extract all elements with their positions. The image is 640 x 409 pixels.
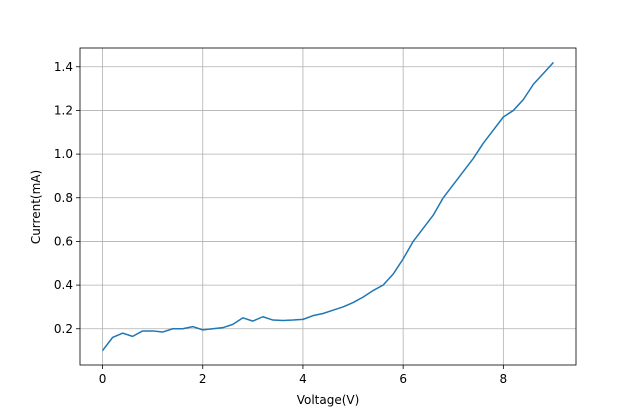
x-tick-label: 4 [299, 372, 307, 386]
y-tick-label: 0.6 [54, 234, 73, 248]
y-axis-label: Current(mA) [29, 170, 43, 244]
y-tick-label: 0.8 [54, 191, 73, 205]
x-tick-label: 8 [500, 372, 508, 386]
y-tick-label: 0.4 [54, 278, 73, 292]
x-axis-label: Voltage(V) [297, 393, 360, 407]
y-tick-label: 1.2 [54, 103, 73, 117]
y-tick-label: 1.0 [54, 147, 73, 161]
y-tick-label: 0.2 [54, 322, 73, 336]
x-tick-label: 6 [399, 372, 407, 386]
x-tick-label: 2 [199, 372, 207, 386]
x-tick-label: 0 [99, 372, 107, 386]
y-tick-label: 1.4 [54, 60, 73, 74]
data-line [101, 61, 555, 352]
plot-frame [79, 47, 577, 366]
